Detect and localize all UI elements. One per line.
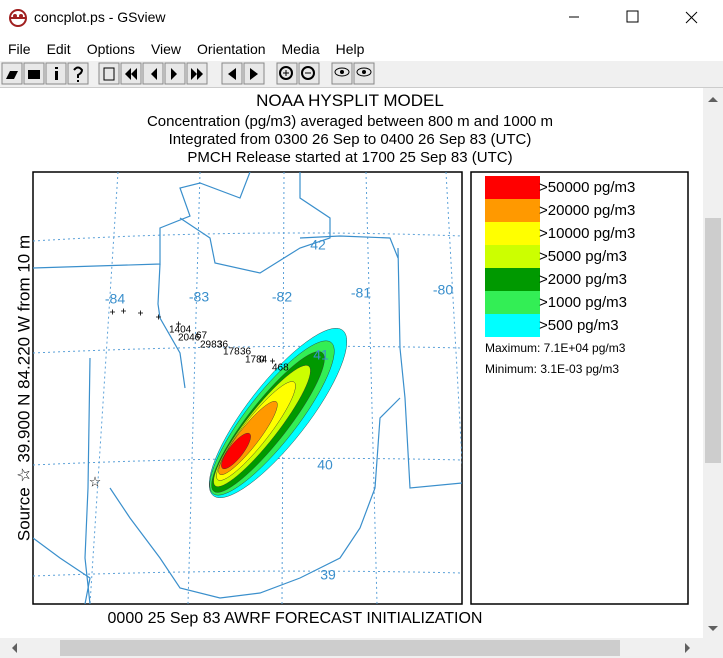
- plot-subtitle: PMCH Release started at 1700 25 Sep 83 (…: [187, 149, 512, 166]
- legend-label: >1000 pg/m3: [539, 294, 627, 311]
- longitude-label: -80: [433, 282, 453, 298]
- longitude-label: -82: [272, 289, 292, 305]
- legend-minimum: Minimum: 3.1E-03 pg/m3: [485, 362, 619, 376]
- plume-contour: [221, 432, 251, 470]
- menu-item[interactable]: Orientation: [197, 41, 266, 57]
- sample-label: 67: [196, 331, 208, 342]
- legend-label: >10000 pg/m3: [539, 225, 635, 242]
- sample-label: 2983: [200, 340, 223, 351]
- legend-label: >5000 pg/m3: [539, 248, 627, 265]
- menu-bar: File Edit Options View Orientation Media Help: [0, 38, 372, 60]
- sample-label: 36: [240, 347, 252, 358]
- legend-label: >20000 pg/m3: [539, 202, 635, 219]
- plume: [208, 328, 348, 498]
- menu-item[interactable]: Media: [281, 41, 320, 57]
- legend-label: >500 pg/m3: [539, 317, 619, 334]
- latitude-label: 41: [313, 347, 329, 363]
- legend-swatch: [485, 291, 540, 314]
- longitude-label: -84: [105, 291, 125, 307]
- legend-swatch: [485, 222, 540, 245]
- plot-footer: 0000 25 Sep 83 AWRF FORECAST INITIALIZAT…: [108, 610, 483, 627]
- plot-view: NOAA HYSPLIT MODEL Concentration (pg/m3)…: [0, 88, 723, 658]
- menu-item[interactable]: Help: [335, 41, 365, 57]
- longitude-label: -83: [189, 289, 209, 305]
- source-label: Source ☆ 39.900 N 84.220 W from 10 m: [14, 235, 33, 541]
- plot-title: NOAA HYSPLIT MODEL: [256, 91, 444, 110]
- graticule: [33, 172, 462, 604]
- menu-item[interactable]: File: [8, 41, 31, 57]
- window-controls[interactable]: [563, 0, 723, 35]
- title-bar: concplot.ps - GSview: [0, 0, 723, 35]
- legend-maximum: Maximum: 7.1E+04 pg/m3: [485, 341, 626, 355]
- legend-label: >2000 pg/m3: [539, 271, 627, 288]
- sample-label: 0: [259, 355, 265, 366]
- menu-item[interactable]: View: [150, 41, 182, 57]
- latitude-label: 42: [310, 237, 326, 253]
- sample-label: 1404: [169, 325, 192, 336]
- toolbar-buttons[interactable]: [0, 61, 380, 87]
- window-title: concplot.ps - GSview: [34, 9, 166, 25]
- map-frame: [32, 171, 463, 605]
- sample-markers: [110, 308, 275, 364]
- longitude-label: -81: [351, 285, 371, 301]
- sample-label: 1784: [245, 355, 268, 366]
- sample-label: 468: [272, 363, 289, 374]
- legend-swatch: [485, 199, 540, 222]
- latitude-label: 39: [320, 567, 336, 583]
- boundaries: [33, 172, 462, 604]
- app-icon: [9, 9, 27, 27]
- legend-swatch: [485, 268, 540, 291]
- toolbar: [0, 61, 723, 88]
- menu-item[interactable]: Edit: [46, 41, 71, 57]
- plot-subtitle: Concentration (pg/m3) averaged between 8…: [147, 113, 553, 130]
- map: ☆ -84 -83 -82 -81 -8042414039140420466729833…: [33, 172, 462, 604]
- legend-swatch: [485, 176, 540, 199]
- latitude-label: 40: [317, 457, 333, 473]
- menu-item[interactable]: Options: [86, 41, 135, 57]
- sample-label: 2046: [178, 333, 201, 344]
- legend-label: >50000 pg/m3: [539, 179, 635, 196]
- source-star: ☆: [89, 474, 102, 490]
- sample-label: 36: [217, 340, 229, 351]
- legend-swatch: [485, 314, 540, 337]
- plot-subtitle: Integrated from 0300 26 Sep to 0400 26 S…: [169, 131, 532, 148]
- legend-swatch: [485, 245, 540, 268]
- sample-label: 178: [223, 347, 240, 358]
